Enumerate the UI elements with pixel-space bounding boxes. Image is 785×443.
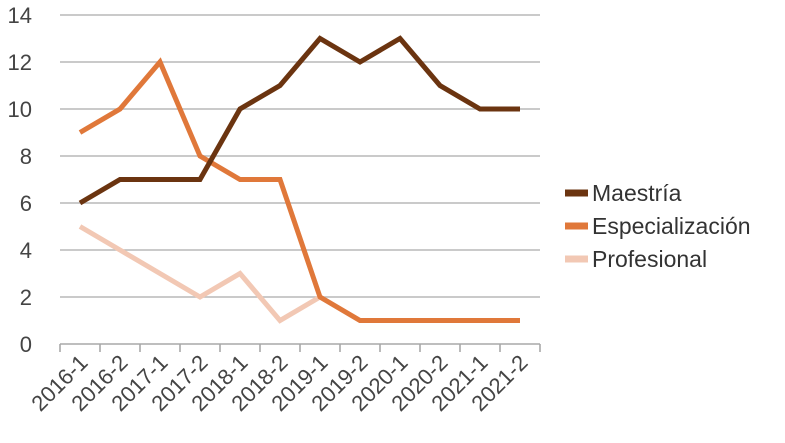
axes	[59, 343, 541, 352]
y-tick-label: 4	[20, 238, 32, 263]
legend-label: Profesional	[592, 246, 707, 272]
x-axis-ticks: 2016-12016-22017-12017-22018-12018-22019…	[26, 350, 532, 416]
y-tick-label: 8	[20, 144, 32, 169]
y-tick-label: 2	[20, 285, 32, 310]
y-tick-label: 14	[8, 3, 32, 28]
y-tick-label: 0	[20, 332, 32, 357]
series-lines	[78, 35, 520, 324]
y-axis-ticks: 0 2 4 6 8 10 12 14	[8, 3, 32, 357]
y-tick-label: 6	[20, 191, 32, 216]
legend-label: Especialización	[592, 213, 751, 239]
series-line-especializacion	[78, 57, 520, 323]
series-line-maestria	[78, 35, 520, 206]
y-tick-label: 10	[8, 97, 32, 122]
legend: Maestría Especialización Profesional	[565, 180, 751, 272]
legend-label: Maestría	[592, 180, 682, 206]
y-tick-label: 12	[8, 50, 32, 75]
